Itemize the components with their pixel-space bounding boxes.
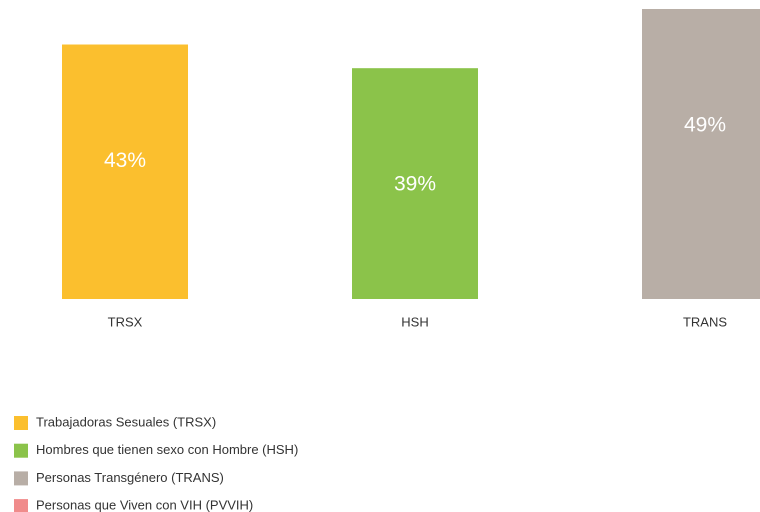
legend-label: Hombres que tienen sexo con Hombre (HSH) [36, 442, 298, 457]
legend-swatch [14, 471, 28, 486]
legend-label: Personas Transgénero (TRANS) [36, 470, 224, 485]
legend-label: Personas que Viven con VIH (PVVIH) [36, 498, 253, 512]
legend-swatch [14, 443, 28, 458]
x-tick-label: TRSX [108, 314, 143, 329]
value-label: 43% [104, 149, 146, 172]
value-label: 49% [684, 114, 726, 137]
x-tick-label: TRANS [683, 314, 727, 329]
legend-swatch [14, 499, 28, 512]
x-tick-label: HSH [401, 314, 428, 329]
bar [62, 44, 188, 299]
bar [642, 9, 760, 299]
legend-label: Trabajadoras Sesuales (TRSX) [36, 414, 216, 429]
bar [352, 68, 478, 299]
legend-swatch [14, 416, 28, 430]
value-label: 39% [394, 173, 436, 196]
